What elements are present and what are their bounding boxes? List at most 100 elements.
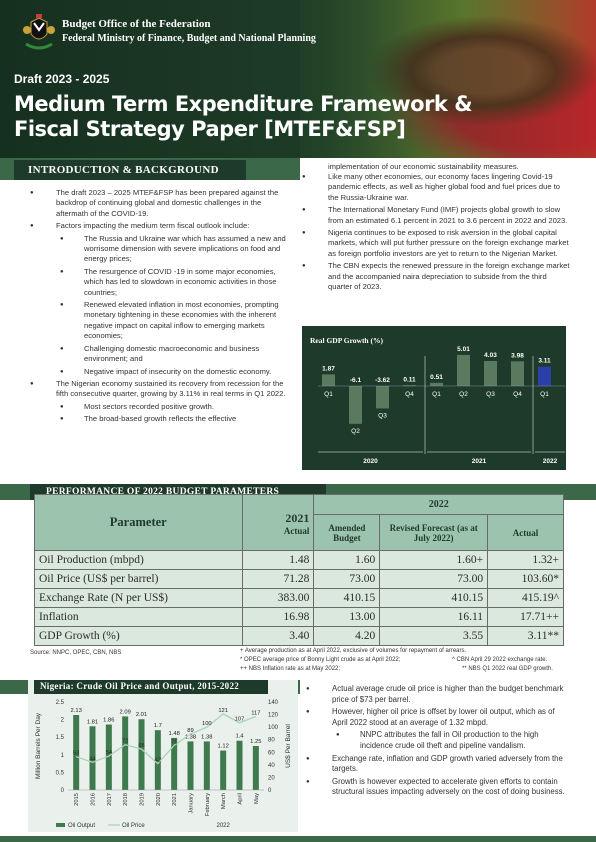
y-tick-label: 1 — [61, 753, 65, 759]
y-axis-label: Million Barrels Per Day — [35, 712, 42, 779]
gdp-value-label: -6.1 — [350, 377, 362, 384]
draft-label: Draft 2023 - 2025 — [14, 72, 110, 86]
gdp-bar — [457, 354, 470, 386]
gdp-quarter-label: Q1 — [540, 391, 549, 398]
oil-price-label: 100 — [202, 721, 212, 727]
gdp-quarter-label: Q2 — [459, 391, 468, 398]
document-title: Medium Term Expenditure Framework & Fisc… — [14, 92, 474, 142]
col-2021-year: 2021 — [285, 511, 310, 525]
gdp-bar — [403, 385, 416, 387]
category-label: April — [238, 793, 244, 805]
oil-price-label: 107 — [235, 717, 245, 723]
param-name-cell: Oil Production (mbpd) — [34, 550, 243, 570]
oil-price-label: 53 — [73, 751, 79, 757]
category-label: March — [221, 793, 227, 809]
gdp-bar — [376, 386, 389, 409]
oil-output-label: 1.38 — [185, 734, 196, 740]
oil-output-label: 1.25 — [250, 739, 261, 745]
gdp-quarter-label: Q4 — [513, 391, 522, 398]
value-cell: 383.00 — [241, 588, 315, 608]
gdp-year-label: 2020 — [363, 458, 378, 465]
footnote-1: + Average production as at April 2022, e… — [240, 648, 467, 654]
oil-output-label: 1.38 — [201, 734, 212, 740]
value-cell: 13.00 — [313, 607, 381, 627]
intro-right-item: Like many other economies, our economy f… — [302, 172, 570, 203]
intro-left-item: The resurgence of COVID -19 in some majo… — [60, 267, 292, 298]
gdp-chart-svg: 1.87 Q1 -6.1 Q2 -3.62 Q3 0.11 Q4 0.51 Q1 5.01 Q2 4.0… — [318, 346, 565, 465]
oil-note-item: Actual average crude oil price is higher… — [306, 684, 570, 705]
value-cell: 17.71++ — [487, 607, 564, 627]
gdp-value-label: 3.98 — [511, 352, 524, 359]
oil-price-label: 121 — [218, 708, 228, 714]
value-cell: 103.60* — [487, 569, 564, 589]
oil-output-label: 1.7 — [154, 723, 162, 729]
category-label: 2016 — [91, 793, 97, 806]
ministry-name: Federal Ministry of Finance, Budget and … — [62, 33, 316, 44]
oil-chart-svg: 0 0.5 1 1.5 2 2.5 0 20 40 60 80 100 120 140 Million Ba… — [35, 700, 292, 829]
intro-left-item: The draft 2023 – 2025 MTEF&FSP has been … — [30, 188, 292, 219]
category-label: 2019 — [140, 793, 146, 806]
oil-output-bar — [187, 741, 194, 790]
intro-right-item: The CBN expects the renewed pressure in … — [302, 261, 570, 292]
oil-output-bar — [154, 730, 161, 790]
y2-axis-label: US$ Per Barrel — [285, 724, 292, 768]
oil-output-bar — [171, 737, 178, 790]
gdp-value-label: 3.11 — [538, 358, 551, 365]
col-2021-sub: Actual — [283, 526, 310, 536]
gdp-chart-title: Real GDP Growth (%) — [310, 336, 383, 345]
oil-price-label: 71 — [171, 739, 177, 745]
oil-output-label: 2.01 — [136, 712, 147, 718]
y2-tick-label: 60 — [268, 750, 275, 756]
oil-output-label: 2.09 — [120, 709, 131, 715]
value-cell: 16.98 — [241, 607, 315, 627]
footnote-2b: ^ CBN April 29 2022 exchange rate. — [452, 657, 548, 663]
coat-of-arms-icon — [23, 14, 55, 50]
gdp-bar — [349, 386, 362, 424]
intro-left-item: Most sectors recorded positive growth. — [60, 402, 292, 413]
oil-output-bar — [138, 719, 145, 790]
y-tick-label: 0.5 — [56, 770, 65, 776]
oil-notes-list: Actual average crude oil price is higher… — [306, 684, 570, 800]
gdp-year-label: 2022 — [543, 458, 558, 465]
value-cell: 16.11 — [379, 607, 489, 627]
y-tick-label: 0 — [61, 788, 65, 794]
col-actual: Actual — [487, 514, 564, 551]
intro-heading: INTRODUCTION & BACKGROUND — [14, 160, 246, 180]
intro-left-item: Negative impact of insecurity on the dom… — [60, 367, 292, 378]
oil-price-line — [75, 713, 257, 765]
org-name: Budget Office of the Federation — [62, 18, 211, 30]
legend-swatch-output — [56, 823, 65, 827]
title-line-1: Medium Term Expenditure Framework & — [14, 92, 473, 116]
y2-tick-label: 80 — [268, 738, 275, 744]
oil-price-label: 42 — [155, 758, 161, 764]
value-cell: 410.15 — [313, 588, 381, 608]
category-label: January — [189, 793, 195, 814]
col-2022: 2022 — [313, 494, 564, 515]
col-revised: Revised Forecast (as at July 2022) — [379, 514, 489, 551]
legend-label-output: Oil Output — [68, 823, 95, 829]
gdp-bar — [322, 374, 335, 386]
table-row: Exchange Rate (N per US$) 383.00 410.15 410… — [34, 588, 564, 608]
oil-price-label: 72 — [122, 739, 128, 745]
gdp-quarter-label: Q1 — [324, 391, 333, 398]
category-label: 2015 — [74, 793, 80, 806]
gdp-quarter-label: Q3 — [378, 412, 387, 419]
category-label: 2021 — [172, 793, 178, 806]
table-row: Oil Production (mbpd) 1.48 1.60 1.60+ 1.32+ — [34, 550, 564, 570]
category-label: 2018 — [123, 793, 129, 806]
header-banner: Budget Office of the Federation Federal … — [0, 0, 596, 158]
value-cell: 1.32+ — [487, 550, 564, 570]
footnote-3: ++ NBS Inflation rate as at May 2022; — [240, 666, 341, 672]
oil-chart: Nigeria: Crude Oil Price and Output, 201… — [28, 680, 298, 832]
group-label: 2022 — [216, 823, 230, 829]
footnote-3b: ** NBS Q1 2022 real GDP growth. — [462, 666, 553, 672]
oil-output-bar — [220, 750, 227, 790]
oil-output-bar — [122, 716, 129, 790]
oil-output-bar — [236, 740, 243, 790]
oil-output-label: 1.48 — [169, 731, 180, 737]
gdp-value-label: 5.01 — [457, 346, 470, 353]
gdp-bar — [430, 382, 443, 386]
gdp-value-label: 0.11 — [403, 376, 416, 383]
value-cell: 4.20 — [313, 626, 381, 646]
oil-output-label: 1.12 — [218, 744, 229, 750]
